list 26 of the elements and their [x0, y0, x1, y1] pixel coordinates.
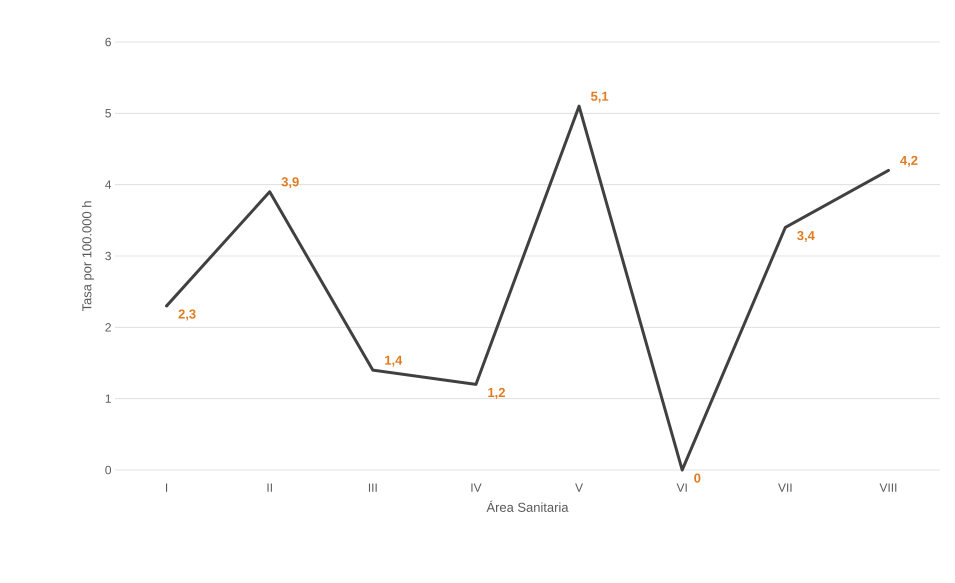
x-tick-label: III	[368, 484, 377, 492]
y-tick-label: 5	[105, 109, 111, 118]
x-tick-label: V	[575, 484, 583, 492]
y-tick-label: 4	[105, 180, 112, 189]
x-tick-label: IV	[471, 484, 482, 492]
y-tick-label: 0	[105, 466, 112, 474]
y-tick-label: 3	[105, 252, 111, 260]
data-label: 3,9	[282, 177, 299, 188]
line-series	[165, 104, 890, 472]
x-tick-label: VI	[676, 484, 687, 492]
data-label: 3,4	[797, 230, 815, 242]
x-tick-label: VIII	[880, 484, 896, 492]
x-tick-label: VII	[778, 484, 792, 492]
x-tick-label: I	[166, 484, 168, 492]
data-label: 1,2	[488, 388, 505, 399]
data-label: 2,3	[178, 309, 196, 320]
x-tick-label: II	[267, 484, 272, 492]
y-tick-label: 2	[105, 323, 111, 332]
x-axis-title: Área Sanitaria	[486, 500, 569, 512]
y-tick-label: 1	[106, 394, 111, 403]
y-tick-label: 6	[105, 38, 111, 46]
data-label: 5,1	[590, 92, 608, 103]
y-axis-title: Tasa por 100.000 h	[82, 201, 94, 312]
data-label: 1,4	[385, 356, 402, 367]
data-label: 4,2	[900, 156, 918, 167]
data-label: 0	[694, 474, 700, 483]
